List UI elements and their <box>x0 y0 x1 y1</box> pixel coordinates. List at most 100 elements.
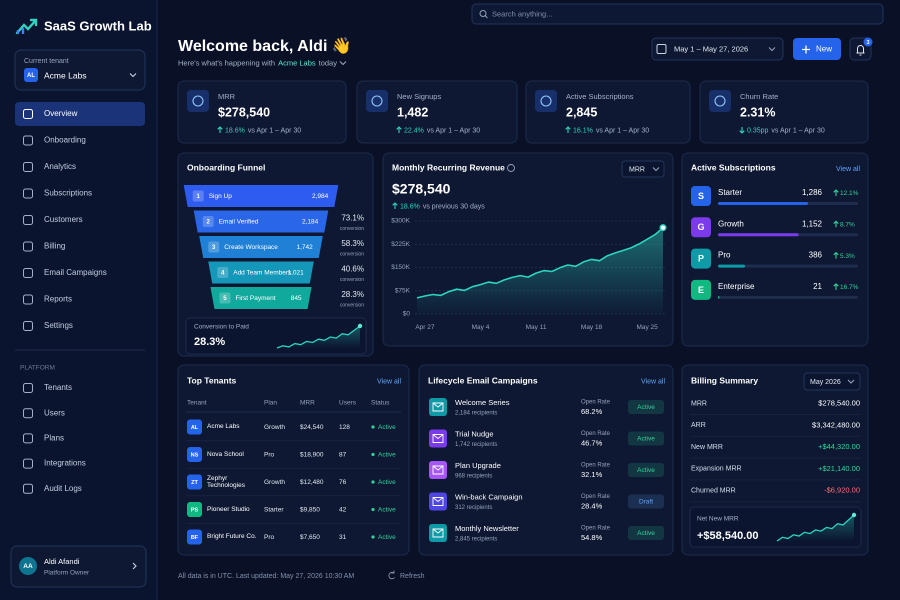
search-box[interactable] <box>471 3 884 25</box>
metric-select[interactable] <box>621 160 665 178</box>
plan-badge <box>691 186 711 206</box>
icon <box>23 294 33 305</box>
plan-initial: G <box>697 222 704 232</box>
card-title: Lifecycle Email Campaigns <box>428 375 538 385</box>
new-button-label[interactable]: New <box>816 45 832 54</box>
welcome-subtitle: Here's what's happening with Acme Labs tod… <box>178 58 337 67</box>
step-conversion-label: conversion <box>340 226 364 232</box>
card-title: Billing Summary <box>691 375 758 385</box>
plan-initial: S <box>698 191 704 201</box>
section-label: PLATFORM <box>20 365 55 372</box>
y-tick-label: $150K <box>391 264 410 271</box>
trend-arrow <box>833 251 839 259</box>
nav-item[interactable]: Subscriptions <box>44 189 92 198</box>
tenant-initials: AL <box>27 73 35 79</box>
tenant-users: 128 <box>339 424 350 431</box>
campaign-status: Active <box>637 467 655 474</box>
period-select-label[interactable]: May 2026 <box>810 379 841 386</box>
date-range[interactable] <box>651 37 784 61</box>
tenant-name-box: Zephyr Technologies <box>207 475 245 490</box>
column-header: Status <box>371 400 390 407</box>
user-avatar <box>19 557 37 575</box>
tenant-switcher[interactable] <box>14 49 146 91</box>
nav-item[interactable]: Users <box>44 408 65 417</box>
trend-arrow <box>833 189 839 196</box>
nav-item[interactable]: Customers <box>44 215 83 224</box>
icon <box>23 268 33 278</box>
new-button[interactable] <box>793 38 841 60</box>
tenant-plan: Pro <box>264 534 275 541</box>
open-rate-value: 32.1% <box>581 470 603 479</box>
campaign-status: Draft <box>639 499 653 506</box>
campaign-recipients: 312 recipients <box>455 505 492 511</box>
net-label: Net New MRR <box>697 516 739 523</box>
plan-count: 21 <box>813 282 822 291</box>
nav-item[interactable]: Billing <box>44 242 65 251</box>
welcome-subtitle-part: Here's what's happening with <box>178 58 275 67</box>
nav-item[interactable]: Onboarding <box>44 136 86 145</box>
search-placeholder[interactable]: Search anything... <box>492 9 552 18</box>
nav-item[interactable]: Tenants <box>44 383 72 392</box>
nav-item[interactable]: Reports <box>44 295 72 304</box>
icon <box>23 458 33 469</box>
period-select[interactable] <box>803 372 861 391</box>
logo-bars <box>16 28 25 34</box>
plan-bar <box>718 295 720 299</box>
icon <box>23 241 33 252</box>
nav-item[interactable]: Overview <box>44 109 78 118</box>
user-card[interactable] <box>10 545 147 588</box>
view-all[interactable]: View all <box>836 166 860 173</box>
user-name: Aldi Afandi <box>44 557 80 566</box>
nav-item[interactable]: Integrations <box>44 459 86 468</box>
tenant-mrr: $9,850 <box>300 507 320 514</box>
plan-track <box>718 295 858 299</box>
tenant-plan: Growth <box>264 424 285 431</box>
kpi-change-part: 22.4% <box>404 127 424 134</box>
billing-label: MRR <box>691 400 707 407</box>
tenant-users: 42 <box>339 507 347 514</box>
billing-value: +$44,320.00 <box>818 442 860 451</box>
kpi-icon-glyph <box>540 95 552 107</box>
open-rate-value: 68.2% <box>581 407 603 416</box>
metric-select-label[interactable]: MRR <box>629 166 645 173</box>
billing-label: ARR <box>691 422 706 429</box>
tenant-name: Nova School <box>207 450 244 458</box>
sparkline-area <box>277 326 360 348</box>
status-dot <box>371 480 375 484</box>
kpi-value: 2.31% <box>740 105 775 119</box>
kpi-change: 0.35pp vs Apr 1 – Apr 30 <box>747 127 825 134</box>
nav-item[interactable]: Analytics <box>44 162 76 171</box>
column-header: Tenant <box>187 400 207 407</box>
campaign-name: Trial Nudge <box>455 429 494 438</box>
campaign-name: Plan Upgrade <box>455 461 501 470</box>
campaign-name: Monthly Newsletter <box>455 524 519 533</box>
nav-item[interactable]: Audit Logs <box>44 484 82 493</box>
nav-item[interactable]: Email Campaigns <box>44 268 107 277</box>
nav-item[interactable]: Settings <box>44 321 73 330</box>
plan-bar <box>718 233 799 237</box>
step-value: 1,742 <box>296 244 313 251</box>
billing-value: -$6,920.00 <box>824 486 860 495</box>
kpi-change: 16.1% vs Apr 1 – Apr 30 <box>573 127 649 134</box>
step-value: 1,021 <box>287 270 304 277</box>
funnel-step <box>199 236 323 258</box>
kpi-icon-glyph <box>371 95 383 107</box>
tenant-avatar <box>187 419 202 435</box>
date-range-text[interactable]: May 1 – May 27, 2026 <box>674 44 748 53</box>
plus-icon <box>802 45 810 54</box>
nav-item[interactable]: Plans <box>44 434 64 443</box>
plan-track <box>718 264 858 268</box>
refresh[interactable]: Refresh <box>400 573 425 580</box>
step-conversion: 28.3% <box>341 290 364 299</box>
billing-label: New MRR <box>691 444 723 451</box>
column-header: MRR <box>300 400 315 407</box>
area <box>417 227 663 314</box>
campaign-name: Win-back Campaign <box>455 492 523 501</box>
kpi-card <box>356 80 518 144</box>
kpi-change-part: 16.1% <box>573 127 593 134</box>
view-all[interactable]: View all <box>377 378 401 385</box>
nav-active <box>15 102 145 126</box>
paid-label: Conversion to Paid <box>194 324 249 331</box>
view-all[interactable]: View all <box>641 378 665 385</box>
